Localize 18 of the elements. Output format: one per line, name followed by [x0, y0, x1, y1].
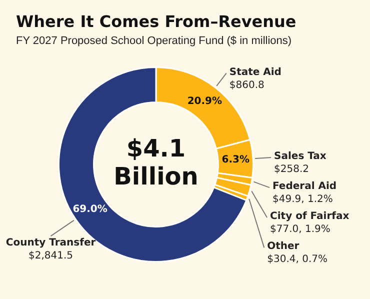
text: 6.3%: [222, 154, 250, 166]
data-label: $258.2: [274, 164, 310, 176]
data-label: $49.9, 1.2%: [272, 194, 333, 206]
slice-label: State Aid: [229, 66, 282, 78]
slice-label: Sales Tax: [274, 151, 327, 162]
data-label: $860.8: [229, 80, 264, 91]
data-label: $30.4, 0.7%: [267, 254, 328, 266]
data-label: $2,841.5: [28, 250, 74, 262]
chart-title: Where It Comes From–Revenue: [16, 12, 296, 31]
text: 20.9%: [187, 96, 222, 107]
data-label: $77.0, 1.9%: [270, 224, 330, 236]
chart-subtitle: FY 2027 Proposed School Operating Fund ($ in millions): [16, 35, 292, 47]
slice-label: Federal Aid: [272, 181, 337, 192]
slice-label: Other: [267, 241, 300, 252]
text: 69.0%: [72, 204, 108, 215]
slice-label: City of Fairfax: [270, 211, 350, 222]
slice-label: County Transfer: [6, 238, 96, 249]
text: $4.1 Billion: [114, 134, 198, 191]
